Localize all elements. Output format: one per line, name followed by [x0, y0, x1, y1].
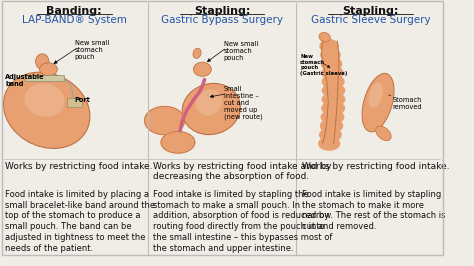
Text: Stomach
removed: Stomach removed: [392, 97, 422, 110]
Text: Food intake is limited by stapling
the stomach to make it more
narrow. The rest : Food intake is limited by stapling the s…: [301, 190, 445, 231]
Text: New small
stomach
pouch: New small stomach pouch: [224, 41, 258, 61]
Text: Banding:: Banding:: [46, 6, 102, 16]
Text: Stapling:: Stapling:: [194, 6, 251, 16]
Ellipse shape: [369, 82, 383, 108]
Ellipse shape: [3, 72, 90, 148]
Text: Stapling:: Stapling:: [342, 6, 399, 16]
Ellipse shape: [321, 57, 342, 71]
FancyBboxPatch shape: [25, 76, 64, 82]
Ellipse shape: [318, 136, 340, 151]
Ellipse shape: [322, 74, 345, 89]
Ellipse shape: [319, 128, 342, 142]
Ellipse shape: [182, 84, 240, 135]
Text: Food intake is limited by stapling the
stomach to make a small pouch. In
additio: Food intake is limited by stapling the s…: [154, 190, 333, 252]
Ellipse shape: [36, 54, 49, 69]
Text: Works by restricting food intake.: Works by restricting food intake.: [5, 162, 153, 171]
Ellipse shape: [321, 101, 345, 115]
Ellipse shape: [193, 48, 201, 59]
Polygon shape: [161, 132, 195, 153]
Text: New
stomach
pouch
(Gastric sleeve): New stomach pouch (Gastric sleeve): [300, 54, 347, 76]
Text: Gastric Sleeve Surgery: Gastric Sleeve Surgery: [310, 15, 430, 25]
Ellipse shape: [193, 62, 211, 76]
Ellipse shape: [376, 126, 391, 141]
Text: Small
intestine –
cut and
moved up
(new route): Small intestine – cut and moved up (new …: [224, 86, 263, 120]
Text: Works by restricting food intake.: Works by restricting food intake.: [301, 162, 449, 171]
Text: New small
stomach
pouch: New small stomach pouch: [75, 40, 109, 60]
Ellipse shape: [24, 84, 64, 117]
Text: Gastric Bypass Surgery: Gastric Bypass Surgery: [161, 15, 283, 25]
Text: Works by restricting food intake and by
decreasing the absorption of food.: Works by restricting food intake and by …: [154, 162, 332, 181]
Ellipse shape: [321, 92, 346, 106]
Ellipse shape: [196, 90, 222, 115]
Text: LAP-BAND® System: LAP-BAND® System: [22, 15, 127, 25]
FancyBboxPatch shape: [67, 98, 82, 107]
Ellipse shape: [320, 119, 343, 133]
Ellipse shape: [321, 66, 344, 80]
Text: Food intake is limited by placing a
small bracelet-like band around the
top of t: Food intake is limited by placing a smal…: [5, 190, 155, 252]
Ellipse shape: [319, 39, 339, 53]
Ellipse shape: [362, 73, 394, 132]
Ellipse shape: [320, 110, 345, 124]
Ellipse shape: [322, 83, 346, 98]
Polygon shape: [145, 106, 184, 135]
Ellipse shape: [320, 48, 341, 62]
Polygon shape: [322, 144, 337, 149]
Text: Adjustable
band: Adjustable band: [5, 74, 45, 87]
Text: Port: Port: [75, 97, 91, 102]
Ellipse shape: [319, 32, 330, 42]
Ellipse shape: [40, 63, 57, 76]
